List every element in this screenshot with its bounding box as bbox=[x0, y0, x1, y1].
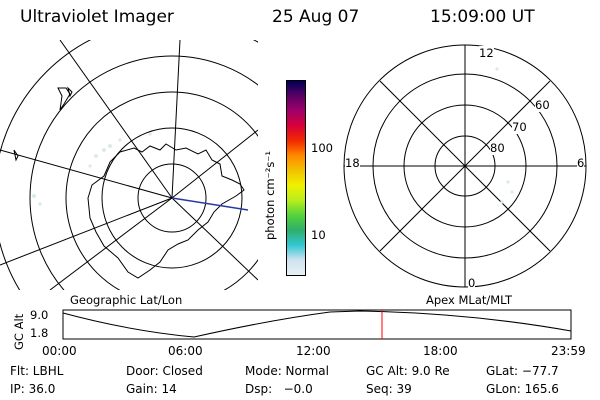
color-bar-gradient bbox=[287, 81, 305, 275]
mlat-label: 80 bbox=[490, 141, 505, 155]
mlat-label: 60 bbox=[535, 98, 550, 112]
meridian-line bbox=[171, 197, 258, 281]
altitude-tick-max: 9.0 bbox=[30, 308, 49, 322]
mlt-label-right: 6 bbox=[577, 156, 585, 170]
mlt-line bbox=[379, 80, 551, 252]
colorbar-tick-label: 100 bbox=[311, 141, 333, 155]
mlt-label-bottom: 0 bbox=[468, 276, 476, 290]
altitude-tick-min: 1.8 bbox=[30, 326, 49, 340]
meridian-line bbox=[59, 40, 173, 199]
meridian-line bbox=[49, 197, 173, 290]
geographic-map bbox=[0, 40, 258, 290]
mlt-label-left: 18 bbox=[345, 156, 360, 170]
glon-status: GLon: 165.6 bbox=[486, 382, 559, 396]
time-tick: 23:59 bbox=[551, 344, 586, 358]
colorbar-tick-label: 10 bbox=[311, 228, 326, 242]
seq-status: Seq: 39 bbox=[366, 382, 412, 396]
lat-circle bbox=[0, 40, 258, 290]
gc-alt-status: GC Alt: 9.0 Re bbox=[366, 364, 450, 378]
meridian-line bbox=[171, 129, 258, 199]
gain-status: Gain: 14 bbox=[126, 382, 177, 396]
door-status: Door: Closed bbox=[126, 364, 203, 378]
magnetic-polar-grid bbox=[343, 44, 587, 288]
coastline bbox=[87, 143, 245, 279]
glat-status: GLat: −77.7 bbox=[486, 364, 559, 378]
mlt-label-top: 12 bbox=[479, 46, 494, 60]
geographic-panel-label: Geographic Lat/Lon bbox=[70, 293, 183, 307]
coastline bbox=[67, 86, 73, 98]
colorbar-unit-label: photon cm⁻²s⁻¹ bbox=[263, 151, 277, 240]
lat-circle bbox=[101, 127, 243, 269]
time-label: 15:09:00 UT bbox=[430, 7, 535, 27]
color-bar bbox=[286, 80, 306, 276]
coastline bbox=[57, 87, 71, 111]
dsp-status: Dsp: −0.0 bbox=[245, 382, 313, 396]
altitude-plot bbox=[62, 309, 572, 340]
lat-circle bbox=[137, 163, 207, 233]
lat-circle bbox=[29, 55, 258, 290]
date-label: 25 Aug 07 bbox=[272, 7, 360, 27]
ip-status: IP: 36.0 bbox=[10, 382, 56, 396]
altitude-curve bbox=[62, 310, 572, 338]
time-tick: 12:00 bbox=[296, 344, 331, 358]
time-tick: 18:00 bbox=[423, 344, 458, 358]
aurora-emission bbox=[495, 67, 514, 204]
filter-status: Flt: LBHL bbox=[10, 364, 64, 378]
time-tick: 06:00 bbox=[168, 344, 203, 358]
sun-direction-line bbox=[171, 197, 249, 211]
meridian-line bbox=[0, 149, 173, 199]
aurora-emission bbox=[32, 132, 152, 206]
meridian-line bbox=[171, 40, 181, 199]
altitude-axis-label: GC Alt bbox=[12, 313, 26, 350]
meridian-line bbox=[0, 197, 173, 266]
time-tick: 00:00 bbox=[42, 344, 77, 358]
mlat-label: 70 bbox=[512, 120, 527, 134]
instrument-title: Ultraviolet Imager bbox=[20, 7, 174, 27]
magnetic-panel-label: Apex MLat/MLT bbox=[426, 293, 513, 307]
coastline bbox=[13, 149, 19, 162]
mode-status: Mode: Normal bbox=[245, 364, 329, 378]
lat-circle bbox=[65, 91, 258, 290]
